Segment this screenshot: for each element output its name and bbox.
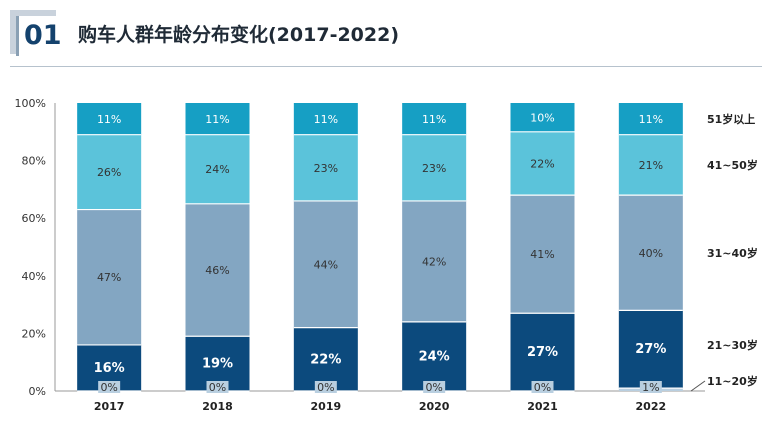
page-title: 购车人群年龄分布变化(2017-2022) [78, 24, 400, 46]
y-tick-label: 80% [22, 155, 46, 168]
bar-segment [510, 195, 575, 314]
legend-leader-line [690, 380, 706, 392]
bar-segment [185, 203, 250, 337]
header-divider [10, 66, 762, 67]
y-tick-label: 20% [22, 327, 46, 340]
x-tick-label: 2018 [202, 400, 233, 413]
bar-segment [402, 134, 467, 201]
x-tick-label: 2021 [527, 400, 558, 413]
x-tick-label: 2020 [419, 400, 450, 413]
bar-segment [185, 103, 250, 135]
bar-label: 0% [534, 381, 551, 394]
bar-segment [510, 131, 575, 196]
bar-segment [77, 103, 142, 135]
bar-label: 0% [209, 381, 226, 394]
bar-segment [293, 200, 358, 328]
bar-segment [185, 134, 250, 204]
bar-segment [618, 195, 683, 311]
bar-label: 22% [310, 352, 341, 367]
bar-label-box [206, 381, 229, 393]
x-tick-label: 2019 [311, 400, 342, 413]
bar-label: 46% [205, 264, 229, 277]
bar-label: 23% [422, 162, 446, 175]
y-tick-label: 100% [15, 97, 46, 110]
legend-label: 11~20岁 [707, 374, 758, 388]
legend-label: 41~50岁 [707, 158, 758, 172]
y-tick-label: 60% [22, 212, 46, 225]
bar-label: 47% [97, 271, 121, 284]
bar-label: 21% [639, 159, 663, 172]
bar-label: 0% [100, 381, 117, 394]
legend-label: 21~30岁 [707, 338, 758, 352]
bar-segment [618, 134, 683, 196]
bar-label: 41% [530, 248, 554, 261]
bar-label-box [639, 381, 662, 393]
bar-segment [77, 209, 142, 345]
bar-label: 26% [97, 166, 121, 179]
legend-label: 51岁以上 [707, 112, 755, 126]
bar-label: 19% [202, 357, 233, 372]
y-tick-label: 0% [29, 385, 46, 398]
bar-segment [293, 103, 358, 135]
bar-label-box [531, 381, 554, 393]
bar-segment [293, 327, 358, 391]
bar-label: 0% [425, 381, 442, 394]
x-tick-label: 2022 [636, 400, 667, 413]
bar-label: 10% [530, 111, 554, 124]
bar-label: 11% [314, 113, 338, 126]
bar-label: 1% [642, 381, 659, 394]
bar-label: 11% [205, 113, 229, 126]
x-tick-label: 2017 [94, 400, 125, 413]
bar-label-box [423, 381, 446, 393]
bar-label: 27% [527, 345, 558, 360]
bar-label: 24% [419, 349, 450, 364]
bar-label: 22% [530, 157, 554, 170]
bar-segment [402, 103, 467, 135]
legend-label: 31~40岁 [707, 246, 758, 260]
bar-label: 40% [639, 247, 663, 260]
bar-label: 11% [639, 113, 663, 126]
section-number: 01 [24, 20, 62, 51]
bar-segment [618, 103, 683, 135]
bar-label: 44% [314, 258, 338, 271]
bar-segment [510, 313, 575, 391]
bar-segment [618, 310, 683, 389]
bar-segment [402, 321, 467, 391]
bar-segment [293, 134, 358, 201]
bar-label-box [98, 381, 121, 393]
bar-label: 42% [422, 255, 446, 268]
bar-label: 0% [317, 381, 334, 394]
bar-segment [402, 200, 467, 322]
bar-label: 16% [94, 361, 125, 376]
badge [16, 16, 62, 56]
bar-label: 24% [205, 163, 229, 176]
bar-label: 11% [422, 113, 446, 126]
bar-label: 23% [314, 162, 338, 175]
bar-label: 27% [635, 342, 666, 357]
bar-label-box [314, 381, 337, 393]
y-tick-label: 40% [22, 270, 46, 283]
bar-label: 11% [97, 113, 121, 126]
bar-segment [510, 103, 575, 132]
bar-segment [77, 134, 142, 210]
header: 01 购车人群年龄分布变化(2017-2022) [0, 0, 768, 70]
